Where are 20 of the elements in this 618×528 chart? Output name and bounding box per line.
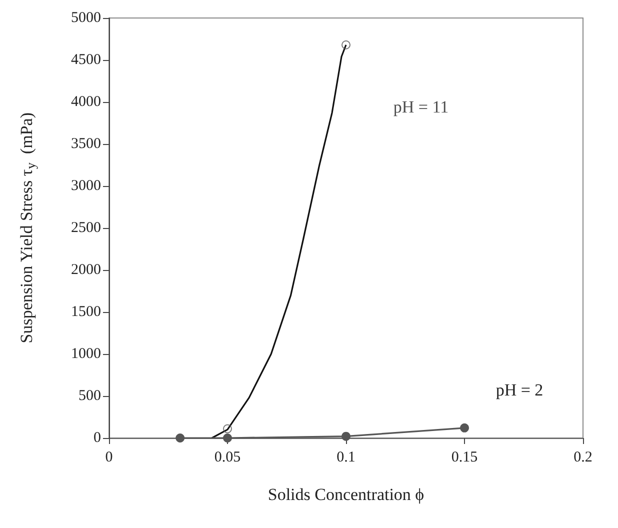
x-tick-label: 0 [105,450,113,466]
x-tick-label: 0.2 [574,450,592,466]
y-tick-label: 2000 [71,262,101,278]
x-axis-title: Solids Concentration ϕ [268,485,424,504]
y-tick-label: 1000 [71,346,101,362]
y-tick-label: 0 [94,430,101,446]
y-tick-label: 4000 [71,94,101,110]
x-tick-label: 0.05 [214,450,241,466]
y-tick-label: 2500 [71,220,101,236]
y-tick-label: 1500 [71,304,101,320]
y-tick-label: 3500 [71,136,101,152]
text: pH = 2 [496,380,544,400]
text: pH = 11 [393,97,449,116]
y-axis-title: Suspension Yield Stress τy (mPa) [17,112,38,344]
y-tick-label: 3000 [71,178,101,194]
y-tick-label: 500 [78,388,101,404]
x-tick-label: 0.1 [336,450,356,466]
y-tick-label: 4500 [71,52,101,68]
x-tick-label: 0.15 [451,450,478,466]
y-tick-label: 5000 [71,10,101,26]
